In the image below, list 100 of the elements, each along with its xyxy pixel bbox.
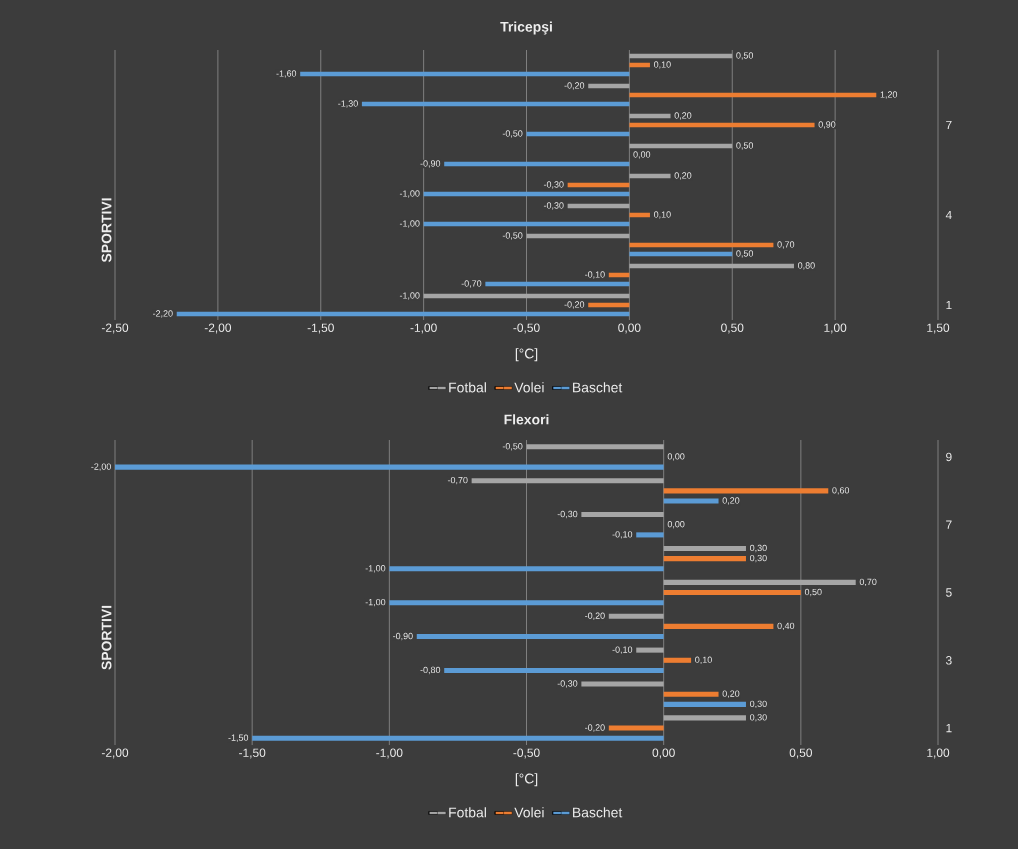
bar xyxy=(471,478,664,484)
data-label: -0,90 xyxy=(393,632,413,641)
bar xyxy=(663,556,746,562)
legend-label: Baschet xyxy=(573,382,623,393)
bar xyxy=(389,600,664,606)
data-label: 0,90 xyxy=(818,121,836,129)
data-label: -1,00 xyxy=(399,190,420,198)
bar xyxy=(526,444,664,450)
data-label: 0,70 xyxy=(859,578,877,587)
bar xyxy=(663,701,746,707)
bar xyxy=(629,173,671,179)
data-label: 0,40 xyxy=(777,622,795,631)
data-label: 0,10 xyxy=(654,61,671,69)
data-label: 0,50 xyxy=(736,142,754,150)
bar xyxy=(608,613,664,619)
x-tick-label: 1,50 xyxy=(927,323,950,334)
bar xyxy=(663,691,719,697)
data-label: -1,00 xyxy=(399,220,420,228)
bar xyxy=(444,667,664,673)
data-label: 0,50 xyxy=(804,588,822,597)
y-tick-label: 1 xyxy=(946,723,952,733)
bar xyxy=(115,464,664,470)
bar xyxy=(663,589,801,596)
y-tick-label: 4 xyxy=(945,210,952,220)
x-tick-label: -1,50 xyxy=(239,748,266,759)
data-label: 0,00 xyxy=(667,521,685,529)
bar xyxy=(663,715,746,721)
bar xyxy=(663,545,746,551)
legend-label: Baschet xyxy=(573,807,623,818)
x-tick-label: -1,50 xyxy=(307,323,334,334)
x-tick-label: 0,50 xyxy=(721,323,744,334)
legend-label: Volei xyxy=(514,807,544,818)
x-tick-label: -1,00 xyxy=(376,748,403,759)
x-tick-label: -0,50 xyxy=(513,748,540,759)
x-tick-label: -2,00 xyxy=(204,323,232,334)
data-label: -1,00 xyxy=(365,565,386,573)
data-label: 0,70 xyxy=(777,241,795,249)
data-label: 0,30 xyxy=(750,554,767,563)
data-label: 1,20 xyxy=(880,91,898,99)
data-label: -0,20 xyxy=(585,612,605,620)
x-tick-label: -0,50 xyxy=(513,323,540,334)
chart-title: Flexori xyxy=(504,414,549,425)
x-tick-label: 0,00 xyxy=(618,323,641,334)
bar xyxy=(389,566,664,572)
data-label: 0,80 xyxy=(798,262,815,270)
y-tick-label: 1 xyxy=(946,300,952,310)
bar xyxy=(629,62,650,68)
data-label: -0,10 xyxy=(612,531,633,539)
data-label: -0,30 xyxy=(557,680,578,688)
data-label: -0,50 xyxy=(502,130,523,138)
bar xyxy=(608,725,664,731)
bar xyxy=(663,657,692,663)
data-label: -1,00 xyxy=(365,598,386,607)
data-label: -0,70 xyxy=(461,280,482,288)
data-label: -0,50 xyxy=(502,443,523,451)
data-label: -0,80 xyxy=(420,666,441,675)
data-label: -0,10 xyxy=(585,271,605,279)
x-tick-label: -2,50 xyxy=(101,323,129,334)
data-label: -0,20 xyxy=(564,82,585,90)
bar xyxy=(663,623,774,629)
x-axis-title: [°C] xyxy=(515,348,538,362)
data-label: -0,10 xyxy=(612,646,633,654)
data-label: -0,30 xyxy=(557,510,578,519)
data-label: -0,20 xyxy=(585,724,605,732)
bar xyxy=(629,113,671,119)
data-label: -1,50 xyxy=(228,734,249,742)
data-label: 0,20 xyxy=(674,112,692,120)
bar xyxy=(252,735,664,741)
x-tick-label: 1,00 xyxy=(927,748,950,759)
legend-label: Fotbal xyxy=(449,807,486,818)
data-label: 0,50 xyxy=(736,52,754,60)
data-label: -2,00 xyxy=(91,463,111,471)
y-tick-label: 3 xyxy=(945,656,952,665)
data-label: 0,60 xyxy=(832,487,850,495)
data-label: -1,60 xyxy=(276,70,297,78)
bar xyxy=(636,532,664,538)
y-axis-title: SPORTIVI xyxy=(101,605,112,670)
y-tick-label: 9 xyxy=(946,452,952,462)
data-label: 0,00 xyxy=(667,453,685,461)
y-tick-label: 7 xyxy=(946,520,952,529)
chart-title: Tricepşi xyxy=(500,21,552,35)
legend-label: Fotbal xyxy=(449,382,486,393)
x-tick-label: -1,00 xyxy=(410,323,437,334)
data-label: -1,00 xyxy=(399,292,420,300)
data-label: 0,30 xyxy=(750,544,767,553)
data-label: -0,90 xyxy=(420,160,441,168)
bar xyxy=(663,579,856,585)
data-label: -0,70 xyxy=(447,476,468,485)
data-label: 0,50 xyxy=(736,250,754,258)
x-tick-label: 0,50 xyxy=(789,748,813,759)
legend-label: Volei xyxy=(514,382,544,393)
bar xyxy=(581,512,664,518)
x-tick-label: 0,00 xyxy=(652,748,675,759)
data-label: 0,20 xyxy=(722,690,740,698)
data-label: -2,20 xyxy=(153,310,173,318)
data-label: -0,20 xyxy=(564,301,585,309)
x-axis-title: [°C] xyxy=(515,773,538,787)
bar xyxy=(629,212,650,218)
bar xyxy=(581,681,664,687)
y-axis-title: SPORTIVI xyxy=(101,198,112,263)
